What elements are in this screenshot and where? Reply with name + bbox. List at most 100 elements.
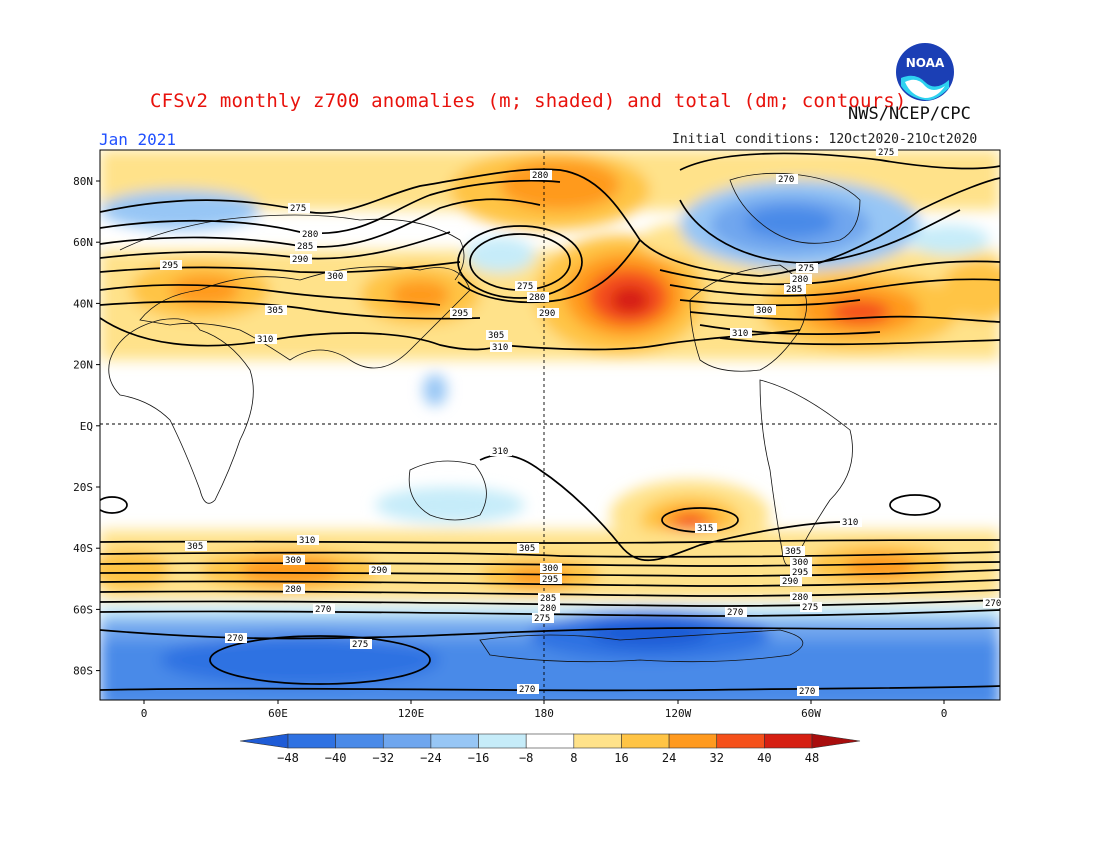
svg-text:290: 290 [539, 309, 555, 319]
colorbar-segment [478, 733, 527, 749]
period-label: Jan 2021 [99, 130, 177, 149]
svg-text:310: 310 [842, 518, 858, 528]
colorbar-tick-label: 16 [614, 751, 628, 765]
chart-title: CFSv2 monthly z700 anomalies (m; shaded)… [150, 90, 907, 112]
svg-text:285: 285 [540, 594, 556, 604]
svg-text:295: 295 [792, 568, 808, 578]
colorbar-tick-label: 24 [662, 751, 676, 765]
colorbar-segment [716, 733, 765, 749]
colorbar-segment [382, 733, 432, 749]
svg-text:275: 275 [802, 603, 818, 613]
colorbar-segment [668, 733, 718, 749]
svg-text:275: 275 [798, 264, 814, 274]
svg-text:305: 305 [519, 544, 535, 554]
colorbar-tick-label: −24 [420, 751, 442, 765]
svg-text:270: 270 [778, 175, 794, 185]
svg-text:305: 305 [187, 542, 203, 552]
coastlines [108, 172, 861, 663]
svg-text:280: 280 [302, 230, 318, 240]
svg-text:310: 310 [732, 329, 748, 339]
lon-tick-label: 0 [941, 707, 948, 720]
colorbar-segment [621, 733, 670, 749]
colorbar-tick-label: −8 [519, 751, 533, 765]
lat-tick-label: 20S [73, 481, 93, 494]
lon-tick-label: 120E [398, 707, 425, 720]
colorbar-tick-label: 48 [805, 751, 819, 765]
lat-tick-label: 40N [73, 297, 93, 310]
svg-text:310: 310 [492, 343, 508, 353]
svg-text:275: 275 [534, 614, 550, 624]
credit-label: NWS/NCEP/CPC [848, 104, 971, 124]
noaa-logo: NOAA [895, 42, 955, 102]
svg-text:315: 315 [697, 524, 713, 534]
svg-text:275: 275 [352, 640, 368, 650]
colorbar-right-arrow [811, 733, 861, 749]
lat-tick-label: 40S [73, 542, 93, 555]
svg-text:295: 295 [452, 309, 468, 319]
lat-tick-label: EQ [80, 420, 93, 433]
colorbar-segment [335, 733, 384, 749]
colorbar-tick-label: 32 [710, 751, 724, 765]
colorbar-tick-label: −40 [325, 751, 347, 765]
svg-text:270: 270 [315, 605, 331, 615]
svg-text:300: 300 [327, 272, 343, 282]
svg-text:275: 275 [878, 148, 894, 158]
colorbar-segment [764, 733, 813, 749]
lat-tick-label: 80N [73, 175, 93, 188]
initial-conditions-label: Initial conditions: 12Oct2020-21Oct2020 [672, 132, 978, 147]
svg-text:300: 300 [542, 564, 558, 574]
svg-text:270: 270 [227, 634, 243, 644]
lat-tick-label: 60N [73, 236, 93, 249]
svg-text:285: 285 [297, 242, 313, 252]
colorbar-segment [430, 733, 479, 749]
svg-text:270: 270 [727, 608, 743, 618]
svg-text:290: 290 [782, 577, 798, 587]
lat-tick-label: 80S [73, 665, 93, 678]
lat-tick-label: 60S [73, 603, 93, 616]
lon-tick-label: 120W [665, 707, 692, 720]
longitude-axis: 0 60E 120E 180 120W 60W 0 [141, 700, 948, 720]
lat-tick-label: 20N [73, 359, 93, 372]
svg-text:290: 290 [292, 255, 308, 265]
colorbar-tick-label: −32 [372, 751, 394, 765]
shaded-anomalies [100, 150, 1000, 700]
latitude-axis: 80N 60N 40N 20N EQ 20S 40S 60S 80S [73, 175, 100, 678]
svg-text:300: 300 [792, 558, 808, 568]
svg-text:NOAA: NOAA [906, 56, 945, 70]
svg-text:280: 280 [792, 593, 808, 603]
svg-text:305: 305 [785, 547, 801, 557]
lon-tick-label: 0 [141, 707, 148, 720]
svg-text:310: 310 [257, 335, 273, 345]
colorbar-tick-label: −48 [277, 751, 299, 765]
svg-text:280: 280 [540, 604, 556, 614]
colorbar-segment [573, 733, 622, 749]
svg-text:280: 280 [285, 585, 301, 595]
svg-text:310: 310 [299, 536, 315, 546]
svg-text:310: 310 [492, 447, 508, 457]
svg-text:285: 285 [786, 285, 802, 295]
colorbar-tick-label: −16 [468, 751, 490, 765]
contour-labels: 280 275 280 285 290 295 300 305 310 275 … [160, 146, 1005, 697]
svg-text:280: 280 [792, 275, 808, 285]
colorbar-left-arrow [239, 733, 289, 749]
lon-tick-label: 60E [268, 707, 288, 720]
svg-text:295: 295 [162, 261, 178, 271]
svg-text:305: 305 [267, 306, 283, 316]
svg-text:270: 270 [799, 687, 815, 697]
colorbar-tick-label: 8 [570, 751, 577, 765]
lon-tick-label: 60W [801, 707, 821, 720]
svg-text:280: 280 [529, 293, 545, 303]
svg-text:295: 295 [542, 575, 558, 585]
height-contours [100, 152, 1000, 692]
svg-text:305: 305 [488, 331, 504, 341]
svg-text:300: 300 [285, 556, 301, 566]
svg-text:290: 290 [371, 566, 387, 576]
colorbar-segment [525, 733, 575, 749]
colorbar-tick-label: 40 [757, 751, 771, 765]
colorbar: −48 −40 −32 −24 −16 −8 8 16 24 32 40 48 [239, 733, 861, 765]
svg-text:300: 300 [756, 306, 772, 316]
svg-text:275: 275 [290, 204, 306, 214]
lon-tick-label: 180 [534, 707, 554, 720]
svg-text:280: 280 [532, 171, 548, 181]
